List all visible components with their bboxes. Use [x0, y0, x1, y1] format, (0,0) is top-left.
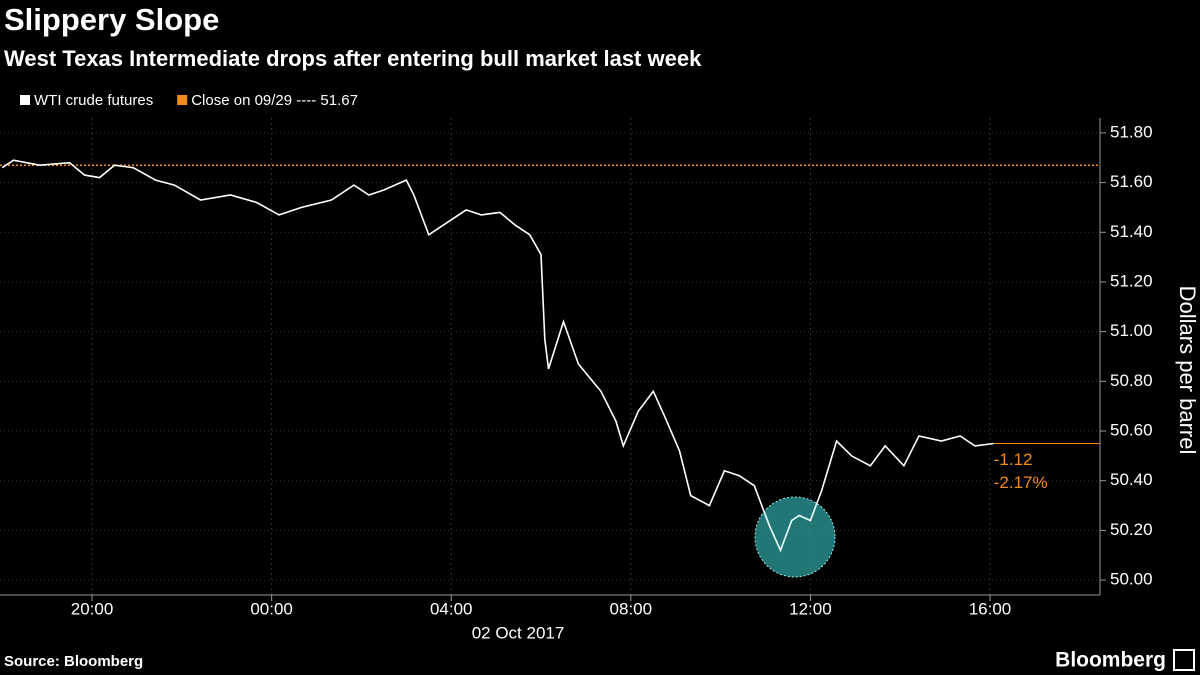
legend-label: Close on 09/29 ---- 51.67 — [191, 92, 358, 109]
y-tick-label: 50.40 — [1110, 470, 1153, 489]
y-tick-label: 51.80 — [1110, 122, 1153, 141]
price-line — [1, 159, 994, 553]
y-tick-label: 50.60 — [1110, 421, 1153, 440]
x-tick-label: 12:00 — [789, 599, 832, 618]
y-axis-label: Dollars per barrel — [1175, 286, 1200, 455]
highlight-circle — [754, 496, 836, 578]
change-pct-label: -2.17% — [994, 473, 1048, 492]
x-axis-label: 02 Oct 2017 — [472, 623, 565, 642]
x-tick-label: 16:00 — [969, 599, 1012, 618]
legend-label: WTI crude futures — [34, 92, 153, 109]
x-tick-label: 20:00 — [71, 599, 114, 618]
y-tick-label: 51.00 — [1110, 321, 1153, 340]
change-label: -1.12 — [994, 450, 1033, 469]
y-tick-label: 50.20 — [1110, 520, 1153, 539]
y-tick-label: 51.20 — [1110, 271, 1153, 290]
price-line-highlight — [755, 497, 835, 553]
y-tick-label: 50.80 — [1110, 371, 1153, 390]
chart-title: Slippery Slope — [4, 2, 219, 37]
legend-swatch — [177, 95, 188, 105]
source: Source: Bloomberg — [4, 653, 143, 670]
x-tick-label: 04:00 — [430, 599, 473, 618]
y-tick-label: 51.40 — [1110, 222, 1153, 241]
x-tick-label: 08:00 — [610, 599, 653, 618]
y-tick-label: 51.60 — [1110, 172, 1153, 191]
brand-icon — [1173, 649, 1195, 671]
chart-subtitle: West Texas Intermediate drops after ente… — [4, 46, 702, 71]
brand: Bloomberg — [1055, 649, 1166, 672]
x-tick-label: 00:00 — [250, 599, 293, 618]
legend-swatch — [20, 95, 30, 105]
y-tick-label: 50.00 — [1110, 570, 1153, 589]
